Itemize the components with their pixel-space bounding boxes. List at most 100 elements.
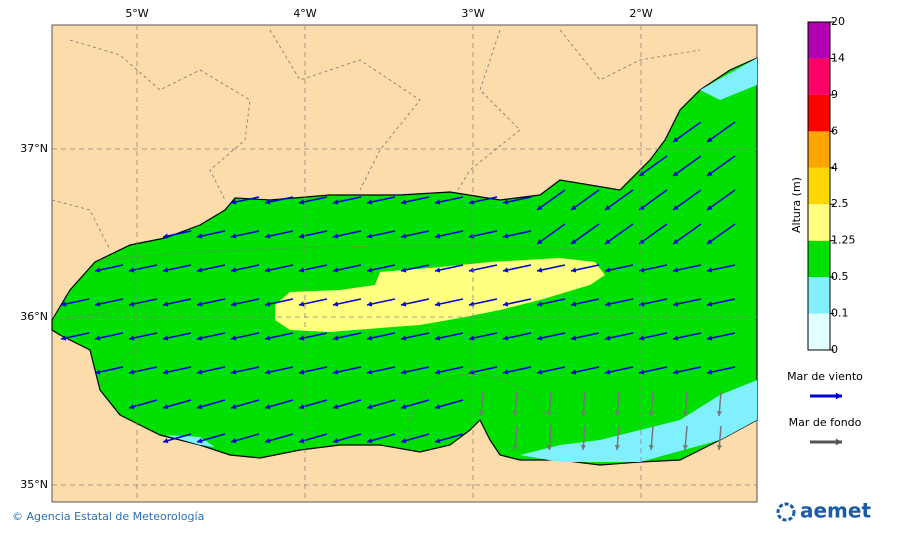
- arrow-head: [231, 199, 237, 205]
- arrow-head: [707, 239, 713, 244]
- arrow-head: [129, 404, 135, 410]
- arrow-head: [299, 301, 305, 307]
- arrow-head: [571, 369, 577, 375]
- arrow-head: [299, 233, 305, 239]
- arrow-head: [231, 438, 237, 444]
- arrow-head: [231, 267, 237, 273]
- arrow-shaft: [230, 433, 260, 443]
- arrow-shaft: [672, 223, 702, 245]
- arrow-head: [367, 369, 373, 375]
- arrow-head: [367, 335, 373, 341]
- arrow-head: [95, 301, 101, 307]
- lat-label: 37°N: [20, 142, 48, 155]
- arrow-head: [537, 369, 543, 375]
- colorbar-tick-label: 0.1: [831, 307, 849, 320]
- arrow-head: [503, 199, 509, 205]
- arrow-head: [605, 301, 611, 307]
- colorbar-tick-label: 1.25: [831, 234, 856, 247]
- arrow-head: [299, 438, 305, 444]
- legend-label: Mar de fondo: [789, 416, 862, 429]
- arrow-head: [163, 233, 169, 239]
- high-wave-area: [275, 258, 605, 332]
- colorbar-tick-label: 6: [831, 124, 838, 137]
- colorbar-band: [808, 167, 830, 205]
- wave-arrows: [60, 121, 736, 451]
- colorbar-tick-label: 20: [831, 15, 845, 28]
- arrow-head: [435, 369, 441, 375]
- arrow-head: [265, 301, 271, 307]
- arrow-head: [333, 301, 339, 307]
- arrow-head: [163, 369, 169, 375]
- arrow-head: [512, 410, 519, 416]
- arrow-shaft: [230, 399, 260, 409]
- colorbar-frame: [807, 21, 831, 351]
- arrow-head: [673, 267, 679, 273]
- colorbar: 0 0.1 0.5 1.25 2.5 4 6 9 14 20: [807, 15, 856, 356]
- arrow-head: [673, 205, 679, 210]
- arrow-head: [673, 301, 679, 307]
- arrow-head: [716, 410, 723, 416]
- arrow-head: [401, 199, 407, 205]
- arrow-head: [639, 267, 645, 273]
- arrow-head: [469, 335, 475, 341]
- arrow-shaft: [298, 399, 328, 409]
- arrow-head: [707, 335, 713, 341]
- arrow-head: [707, 301, 713, 307]
- arrow-head: [614, 410, 621, 416]
- lat-label: 36°N: [20, 310, 48, 323]
- arrow-head: [614, 444, 621, 450]
- colorbar-band: [808, 131, 830, 168]
- arrow-head: [129, 267, 135, 273]
- arrow-shaft: [536, 223, 566, 245]
- colorbar-band: [808, 277, 830, 314]
- arrow-head: [580, 410, 587, 416]
- colorbar-tick-label: 9: [831, 88, 838, 101]
- arrow-head: [546, 444, 553, 450]
- arrow-head: [605, 205, 611, 210]
- arrow-head: [571, 239, 577, 244]
- arrow-head: [197, 369, 203, 375]
- arrow-head: [682, 410, 689, 416]
- arrow-head: [537, 205, 543, 210]
- arrow-head: [401, 438, 407, 444]
- arrow-head: [435, 233, 441, 239]
- low-wave-area: [700, 58, 757, 100]
- arrow-shaft: [638, 223, 668, 245]
- arrow-head: [503, 267, 509, 273]
- arrow-head: [537, 239, 543, 244]
- arrow-head: [95, 267, 101, 273]
- arrow-shaft: [536, 189, 566, 211]
- arrow-head: [299, 199, 305, 205]
- arrow-head: [605, 369, 611, 375]
- arrow-head: [639, 239, 645, 244]
- arrow-head: [163, 404, 169, 410]
- arrow-head: [367, 267, 373, 273]
- arrow-head: [673, 171, 679, 176]
- arrow-shaft: [672, 189, 702, 211]
- credit: © Agencia Estatal de Meteorología: [12, 510, 204, 523]
- colorbar-tick-label: 14: [831, 51, 845, 64]
- arrow-head: [333, 369, 339, 375]
- arrow-head: [537, 267, 543, 273]
- arrow-shaft: [672, 121, 702, 143]
- arrow-head: [163, 301, 169, 307]
- arrow-head: [401, 267, 407, 273]
- arrow-head: [333, 199, 339, 205]
- arrow-head: [435, 335, 441, 341]
- arrow-head: [707, 369, 713, 375]
- arrow-head: [478, 410, 485, 416]
- arrow-head: [639, 205, 645, 210]
- arrow-shaft: [672, 155, 702, 177]
- arrow-head: [707, 171, 713, 176]
- arrow-head: [197, 233, 203, 239]
- arrow-head: [265, 369, 271, 375]
- arrow-head: [503, 233, 509, 239]
- arrow-head: [673, 369, 679, 375]
- arrow-head: [367, 404, 373, 410]
- arrow-shaft: [604, 189, 634, 211]
- arrow-head: [512, 444, 519, 450]
- arrow-head: [401, 301, 407, 307]
- arrow-shaft: [638, 155, 668, 177]
- arrow-head: [435, 301, 441, 307]
- arrow-shaft: [400, 399, 430, 409]
